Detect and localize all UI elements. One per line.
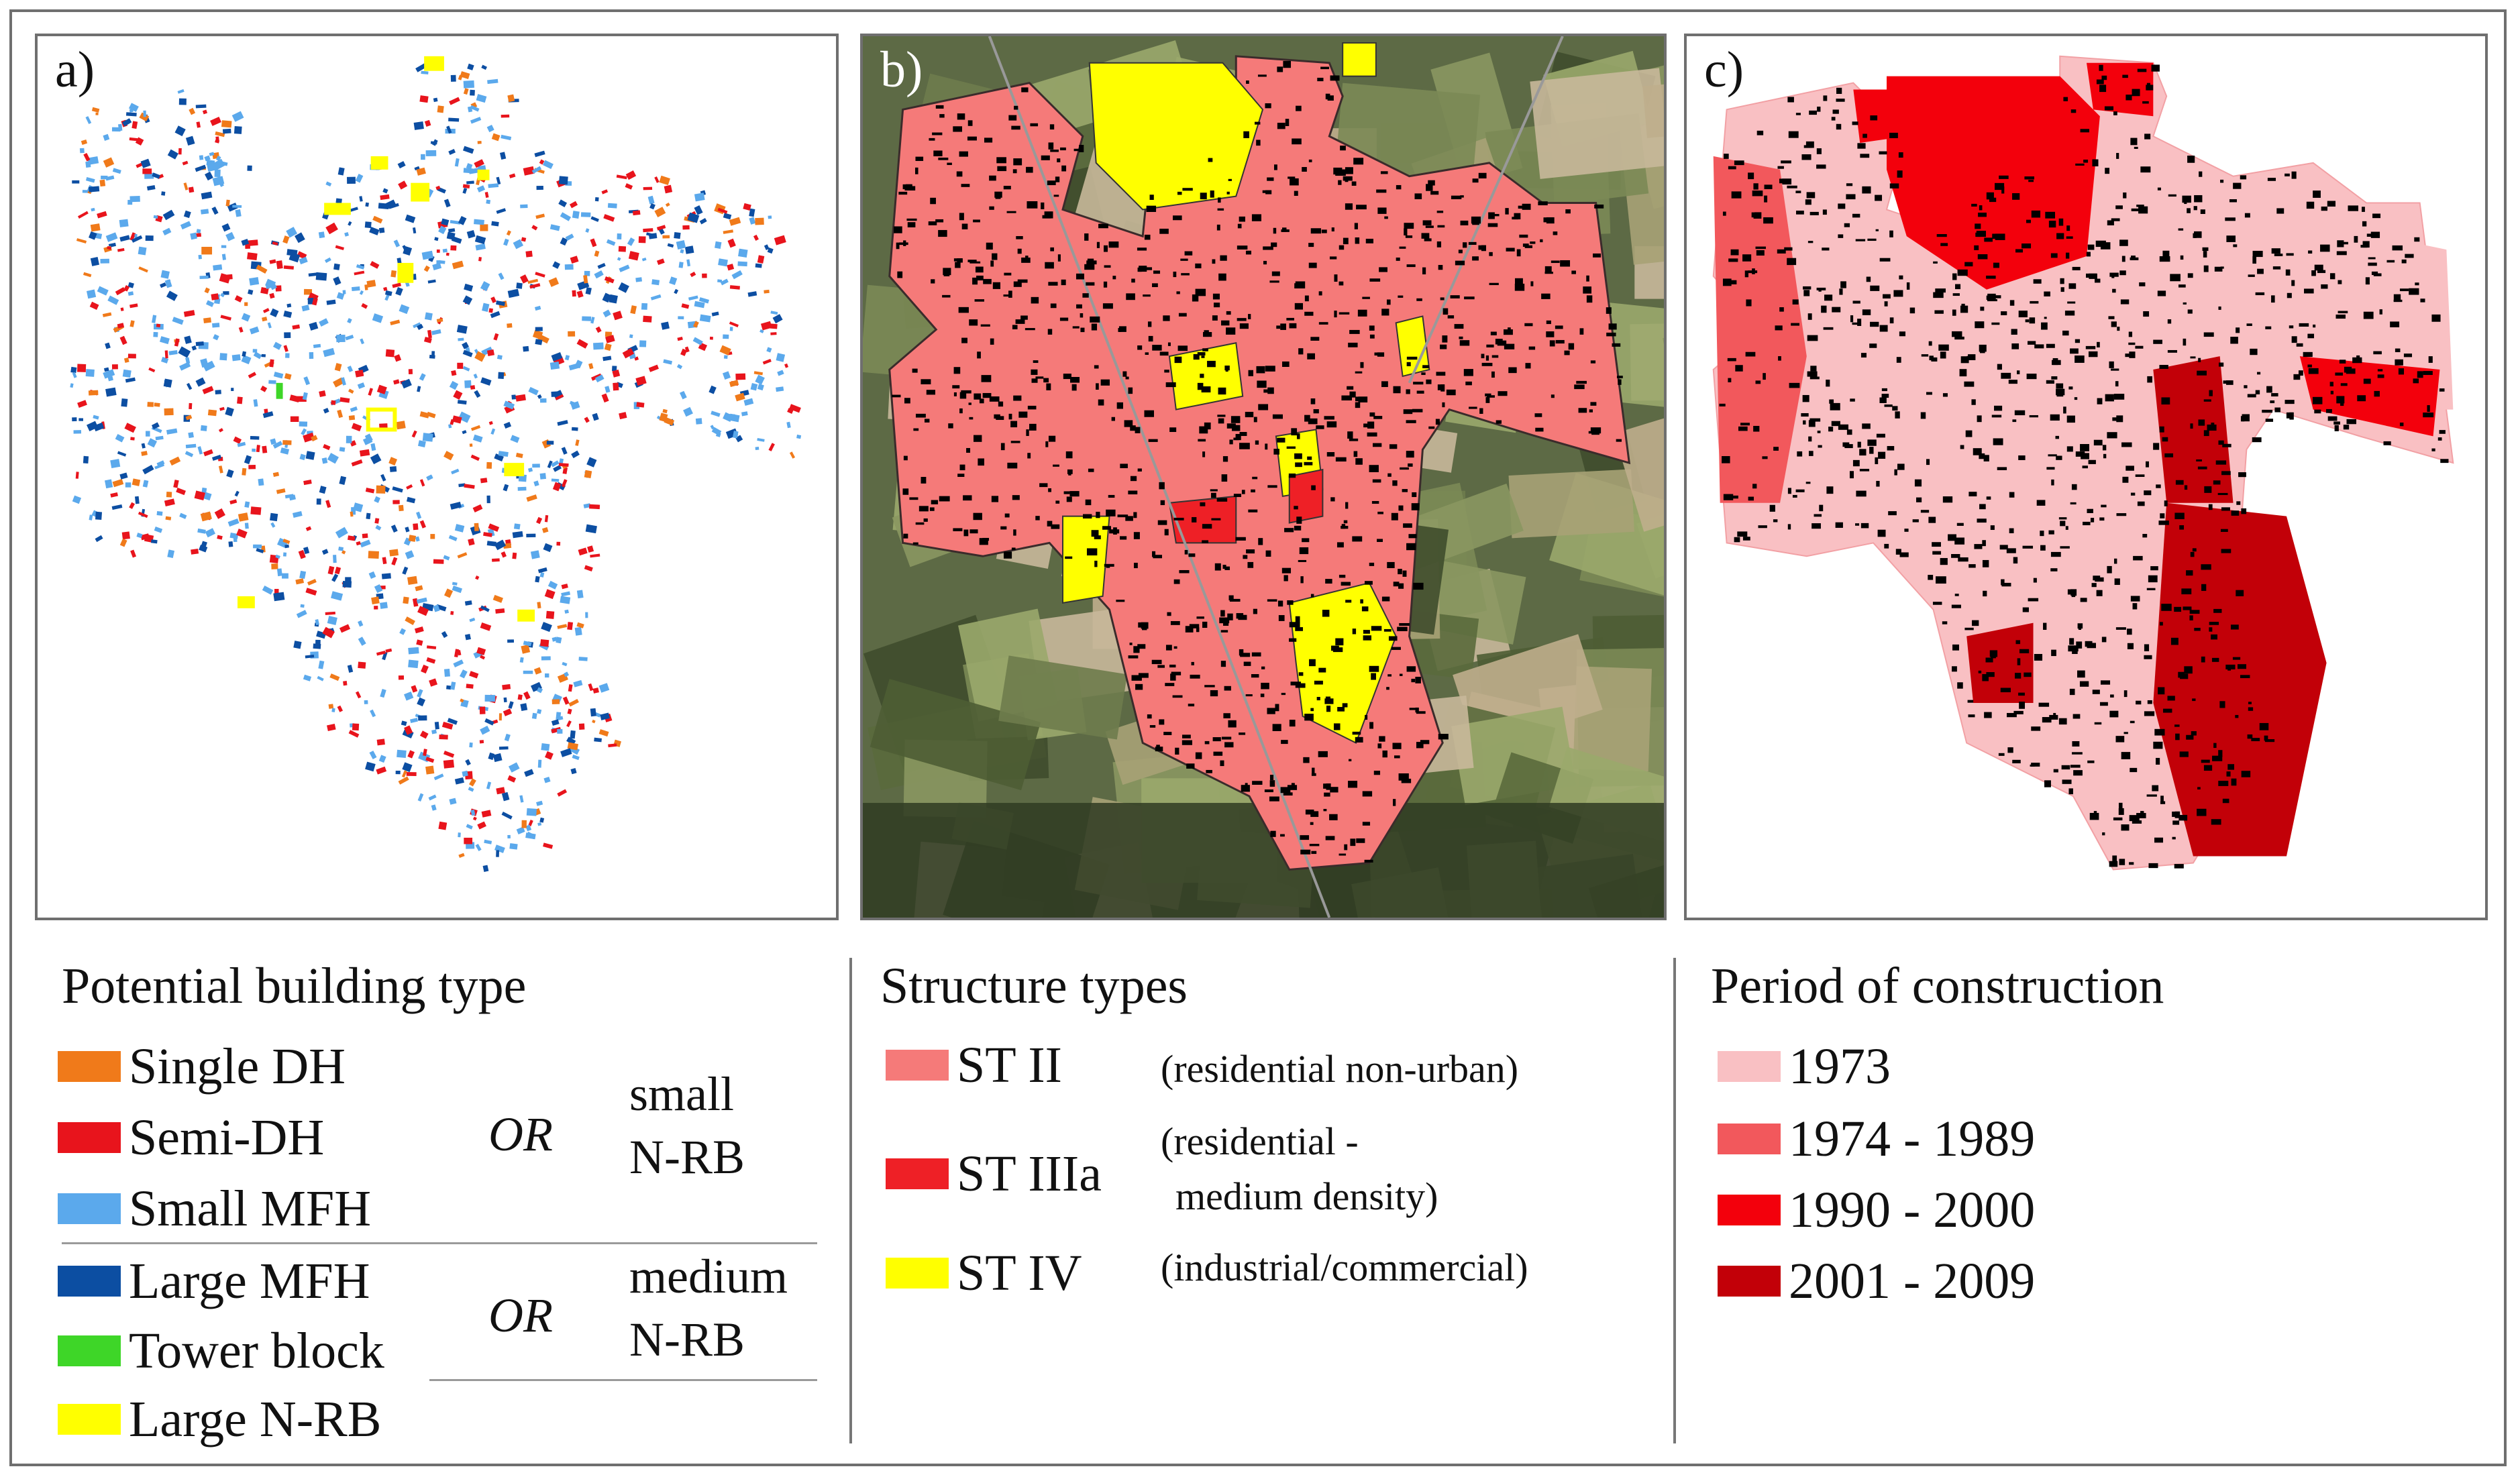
legend-item-period-4: 2001 - 2009 xyxy=(1718,1256,2035,1307)
legend-item-st-iiia: ST IIIa xyxy=(886,1148,1102,1199)
legend-or-small: OR xyxy=(488,1107,553,1161)
legend-structure-title: Structure types xyxy=(880,958,1188,1014)
legend-item-large-mfh: Large MFH xyxy=(58,1256,370,1307)
construction-period-map xyxy=(1712,55,2454,871)
legend-item-semi-dh: Semi-DH xyxy=(58,1112,324,1163)
legend-label-period-1: 1973 xyxy=(1789,1038,1891,1095)
legend-divider-1 xyxy=(849,958,852,1443)
panel-label-b: b) xyxy=(880,42,923,98)
legend-item-tower-block: Tower block xyxy=(58,1325,384,1376)
legend-desc-st-iiia-2: medium density) xyxy=(1175,1174,1438,1218)
legend-label-period-2: 1974 - 1989 xyxy=(1789,1111,2036,1167)
building-type-map xyxy=(70,56,802,873)
legend-medium-line2: N-RB xyxy=(629,1313,745,1366)
legend-label-period-4: 2001 - 2009 xyxy=(1789,1253,2036,1309)
swatch-period-3 xyxy=(1718,1195,1781,1225)
legend-desc-st-ii: (residential non-urban) xyxy=(1161,1047,1519,1091)
swatch-period-1 xyxy=(1718,1051,1781,1082)
legend-item-small-mfh: Small MFH xyxy=(58,1183,371,1234)
legend-small-line2: N-RB xyxy=(629,1130,745,1184)
building-footprints xyxy=(70,56,802,873)
swatch-large-mfh xyxy=(58,1266,121,1297)
panel-label-a: a) xyxy=(55,42,95,98)
legend-label-st-iiia: ST IIIa xyxy=(957,1146,1102,1202)
structure-type-map xyxy=(863,36,1664,918)
period-zones xyxy=(1712,55,2454,871)
legend-building-title: Potential building type xyxy=(62,958,527,1014)
figure-frame xyxy=(9,9,2507,1466)
legend-item-period-1: 1973 xyxy=(1718,1041,1891,1092)
legend-small-line1: small xyxy=(629,1067,734,1121)
legend-item-period-3: 1990 - 2000 xyxy=(1718,1185,2035,1236)
legend-desc-st-iv: (industrial/commercial) xyxy=(1161,1246,1528,1289)
map-panel-building-types: a) xyxy=(35,34,839,920)
legend-item-single-dh: Single DH xyxy=(58,1041,346,1092)
legend-divider-2 xyxy=(1673,958,1676,1443)
legend-item-large-nrb: Large N-RB xyxy=(58,1394,381,1445)
legend-item-period-2: 1974 - 1989 xyxy=(1718,1113,2035,1164)
swatch-tower-block xyxy=(58,1335,121,1366)
legend-label-large-mfh: Large MFH xyxy=(129,1253,370,1309)
swatch-period-2 xyxy=(1718,1124,1781,1154)
building-footprints xyxy=(1719,64,2449,869)
legend-group-separator xyxy=(62,1242,817,1244)
swatch-st-ii xyxy=(886,1050,949,1081)
legend-medium-line1: medium xyxy=(629,1250,788,1303)
legend-label-large-nrb: Large N-RB xyxy=(129,1391,382,1447)
swatch-st-iiia xyxy=(886,1158,949,1189)
swatch-semi-dh xyxy=(58,1122,121,1153)
legend-item-st-ii: ST II xyxy=(886,1040,1062,1091)
swatch-period-4 xyxy=(1718,1266,1781,1297)
swatch-small-mfh xyxy=(58,1193,121,1224)
legend-label-tower-block: Tower block xyxy=(129,1323,384,1379)
roads xyxy=(988,36,1564,918)
legend-desc-st-iiia-1: (residential - xyxy=(1161,1119,1359,1163)
legend-period-title: Period of construction xyxy=(1711,958,2164,1014)
legend-or-medium: OR xyxy=(488,1289,553,1342)
legend-label-semi-dh: Semi-DH xyxy=(129,1109,325,1166)
legend-label-period-3: 1990 - 2000 xyxy=(1789,1182,2036,1238)
legend-group-separator-2 xyxy=(429,1379,817,1381)
swatch-st-iv xyxy=(886,1258,949,1289)
map-panel-structure-types: b) xyxy=(860,34,1667,920)
building-footprints xyxy=(892,60,1623,863)
map-panel-construction-period: c) xyxy=(1684,34,2488,920)
swatch-large-nrb xyxy=(58,1404,121,1435)
panel-label-c: c) xyxy=(1704,42,1744,98)
legend-label-small-mfh: Small MFH xyxy=(129,1181,372,1237)
legend-label-st-iv: ST IV xyxy=(957,1245,1082,1301)
legend-label-single-dh: Single DH xyxy=(129,1038,346,1095)
swatch-single-dh xyxy=(58,1051,121,1082)
legend-item-st-iv: ST IV xyxy=(886,1248,1082,1299)
legend-label-st-ii: ST II xyxy=(957,1037,1062,1093)
